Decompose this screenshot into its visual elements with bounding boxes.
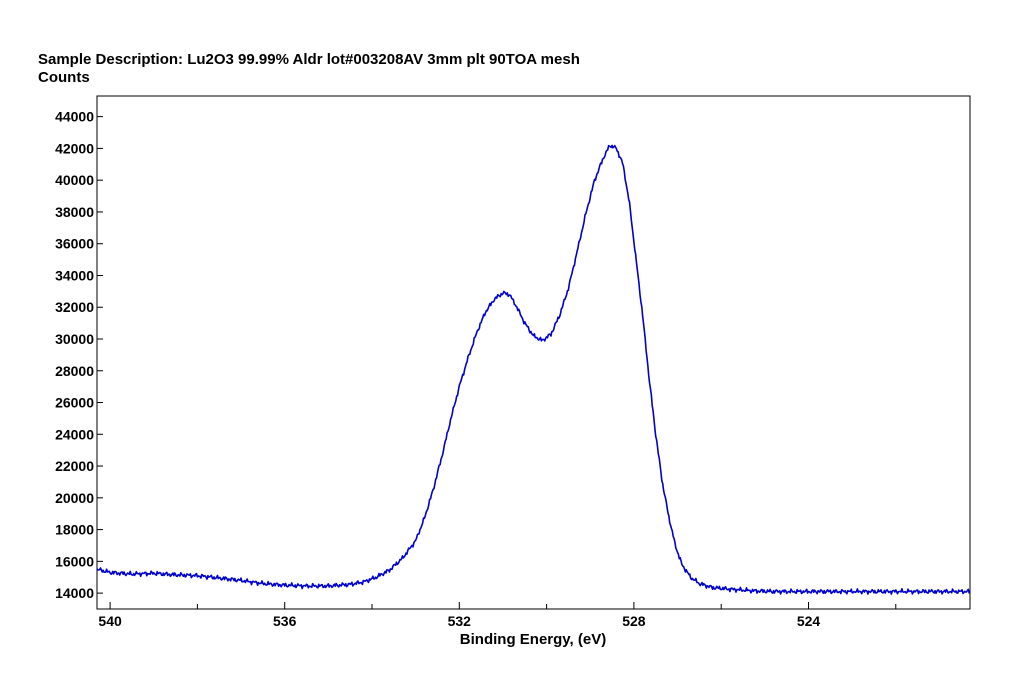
y-tick-label: 28000 xyxy=(55,363,94,379)
y-tick-label: 16000 xyxy=(55,553,94,569)
chart-title: Sample Description: Lu2O3 99.99% Aldr lo… xyxy=(38,51,580,68)
x-tick-label: 532 xyxy=(448,613,472,629)
y-tick-label: 42000 xyxy=(55,140,94,156)
y-tick-label: 18000 xyxy=(55,522,94,538)
y-tick-label: 34000 xyxy=(55,267,94,283)
y-axis-label: Counts xyxy=(38,69,90,86)
y-tick-label: 40000 xyxy=(55,172,94,188)
spectrum-line xyxy=(96,144,971,595)
y-tick-label: 30000 xyxy=(55,331,94,347)
x-axis-label: Binding Energy, (eV) xyxy=(460,631,606,648)
y-tick-label: 32000 xyxy=(55,299,94,315)
y-tick-label: 38000 xyxy=(55,204,94,220)
x-tick-label: 524 xyxy=(797,613,821,629)
y-tick-label: 26000 xyxy=(55,395,94,411)
y-tick-label: 14000 xyxy=(55,585,94,601)
y-tick-label: 22000 xyxy=(55,458,94,474)
y-tick-label: 36000 xyxy=(55,236,94,252)
y-axis: 14000 16000 18000 20000 22000 24000 26000 28000… xyxy=(55,109,103,601)
y-tick-label: 44000 xyxy=(55,109,94,125)
y-tick-label: 20000 xyxy=(55,490,94,506)
x-tick-label: 536 xyxy=(273,613,297,629)
plot-frame xyxy=(96,95,971,610)
x-axis: 540 536 532 528 524 xyxy=(98,602,897,629)
y-tick-label: 24000 xyxy=(55,426,94,442)
series-layer xyxy=(96,144,971,595)
x-tick-label: 540 xyxy=(98,613,122,629)
x-tick-label: 528 xyxy=(622,613,646,629)
